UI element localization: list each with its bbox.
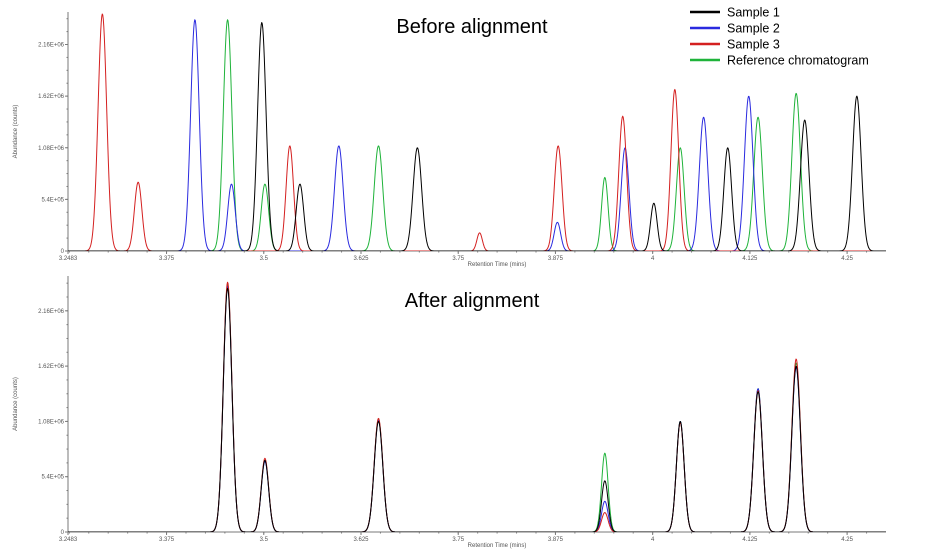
x-tick-label: 3.5: [260, 537, 269, 543]
y-tick-label: 1.08E+06: [38, 146, 65, 152]
after-alignment-panel: 0 5.4E+05 1.08E+06 1.62E+06 2.16E+06 3.2483 3.…: [13, 276, 886, 549]
y-tick-label: 1.62E+06: [38, 94, 65, 100]
series-trace-sample-2: [68, 285, 886, 532]
legend-label: Reference chromatogram: [727, 54, 869, 68]
legend-label: Sample 3: [727, 38, 780, 52]
x-tick-label: 3.875: [548, 537, 564, 543]
x-tick-label: 3.875: [548, 256, 564, 262]
x-tick-label: 3.375: [159, 537, 175, 543]
x-tick-label: 3.2483: [59, 537, 78, 543]
x-axis-title: Retention Time (mins): [468, 543, 527, 549]
series-trace-reference-chromatogram: [68, 19, 886, 251]
y-axis-title: Abundance (counts): [13, 377, 19, 431]
y-tick-label: 2.16E+06: [38, 309, 65, 315]
chart-title: After alignment: [405, 290, 540, 312]
y-tick-label: 1.62E+06: [38, 364, 65, 370]
x-tick-label: 4.25: [841, 537, 853, 543]
series-trace-sample-2: [68, 19, 886, 251]
x-tick-label: 3.2483: [59, 256, 78, 262]
x-tick-label: 4.125: [742, 256, 758, 262]
y-tick-label: 5.4E+05: [41, 475, 64, 481]
legend: Sample 1 Sample 2 Sample 3 Reference chroma…: [690, 6, 869, 68]
legend-label: Sample 1: [727, 6, 780, 20]
x-tick-label: 3.625: [353, 256, 369, 262]
x-tick-label: 3.75: [452, 537, 464, 543]
series-trace-sample-3: [68, 13, 886, 251]
y-tick-label: 0: [61, 530, 65, 536]
x-tick-label: 3.625: [353, 537, 369, 543]
before-alignment-panel: 0 5.4E+05 1.08E+06 1.62E+06 2.16E+06 3.2483 3.…: [13, 12, 886, 268]
x-axis-title: Retention Time (mins): [468, 262, 527, 268]
series-trace-reference-chromatogram: [68, 283, 886, 532]
y-tick-label: 2.16E+06: [38, 43, 65, 49]
y-tick-label: 1.08E+06: [38, 419, 65, 425]
x-tick-label: 4.125: [742, 537, 758, 543]
y-tick-label: 0: [61, 249, 65, 255]
x-tick-label: 3.75: [452, 256, 464, 262]
x-tick-label: 4: [651, 537, 655, 543]
y-axis-title: Abundance (counts): [13, 105, 19, 159]
x-tick-label: 4.25: [841, 256, 853, 262]
series-trace-sample-3: [68, 281, 886, 532]
x-tick-label: 4: [651, 256, 655, 262]
x-tick-label: 3.375: [159, 256, 175, 262]
series-trace-sample-1: [68, 287, 886, 532]
legend-label: Sample 2: [727, 22, 780, 36]
x-tick-label: 3.5: [260, 256, 269, 262]
chart-title: Before alignment: [396, 16, 548, 38]
y-tick-label: 5.4E+05: [41, 197, 64, 203]
